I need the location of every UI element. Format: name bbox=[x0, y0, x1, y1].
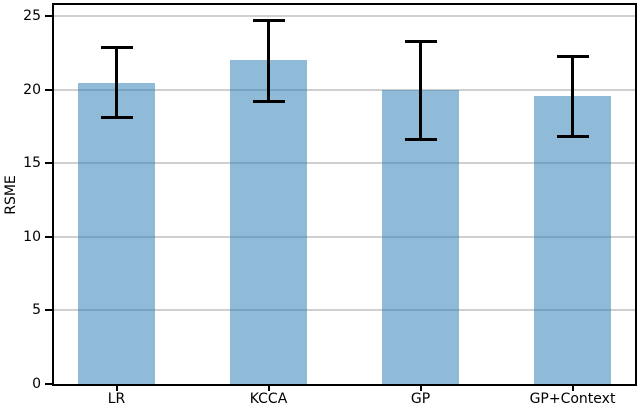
y-tick-20 bbox=[45, 88, 52, 91]
y-tick-label-10: 10 bbox=[23, 228, 41, 245]
errorbar-cap-top-LR bbox=[100, 45, 133, 49]
x-tick-GP bbox=[419, 386, 422, 391]
errorbar-cap-bottom-LR bbox=[100, 116, 133, 120]
gridline-5 bbox=[54, 309, 635, 312]
errorbar-KCCA bbox=[252, 19, 285, 104]
errorbar-stem-KCCA bbox=[267, 19, 270, 104]
errorbar-stem-GP+Context bbox=[571, 54, 574, 139]
plot-area bbox=[52, 3, 637, 386]
errorbar-cap-top-GP bbox=[404, 39, 437, 43]
errorbar-cap-top-KCCA bbox=[252, 19, 285, 23]
bar-GP+Context bbox=[534, 95, 611, 384]
y-tick-label-5: 5 bbox=[32, 302, 41, 319]
errorbar-cap-bottom-GP bbox=[404, 138, 437, 142]
y-tick-label-20: 20 bbox=[23, 81, 41, 98]
errorbar-stem-GP bbox=[419, 39, 422, 142]
gridline-15 bbox=[54, 162, 635, 165]
errorbar-GP+Context bbox=[556, 54, 589, 139]
errorbar-cap-top-GP+Context bbox=[556, 54, 589, 58]
y-tick-label-25: 25 bbox=[23, 8, 41, 25]
errorbar-GP bbox=[404, 39, 437, 142]
y-tick-0 bbox=[45, 383, 52, 385]
y-axis-label: RSME bbox=[3, 175, 19, 215]
y-tick-15 bbox=[45, 162, 52, 165]
errorbar-cap-bottom-GP+Context bbox=[556, 135, 589, 139]
errorbar-stem-LR bbox=[115, 45, 118, 120]
x-tick-label-KCCA: KCCA bbox=[249, 391, 288, 407]
bar-KCCA bbox=[230, 60, 307, 384]
errorbar-cap-bottom-KCCA bbox=[252, 100, 285, 104]
bar-LR bbox=[78, 82, 155, 384]
x-tick-LR bbox=[115, 386, 118, 391]
y-tick-label-0: 0 bbox=[32, 376, 41, 392]
x-tick-GP+Context bbox=[571, 386, 574, 391]
y-tick-5 bbox=[45, 309, 52, 312]
x-tick-label-LR: LR bbox=[107, 391, 126, 407]
gridline-10 bbox=[54, 235, 635, 238]
x-tick-KCCA bbox=[267, 386, 270, 391]
y-tick-label-15: 15 bbox=[23, 155, 41, 172]
y-tick-25 bbox=[45, 15, 52, 18]
errorbar-LR bbox=[100, 45, 133, 120]
gridline-25 bbox=[54, 15, 635, 18]
y-tick-10 bbox=[45, 235, 52, 238]
gridline-20 bbox=[54, 88, 635, 91]
x-tick-label-GP+Context: GP+Context bbox=[529, 391, 616, 407]
x-tick-label-GP: GP bbox=[410, 391, 431, 407]
